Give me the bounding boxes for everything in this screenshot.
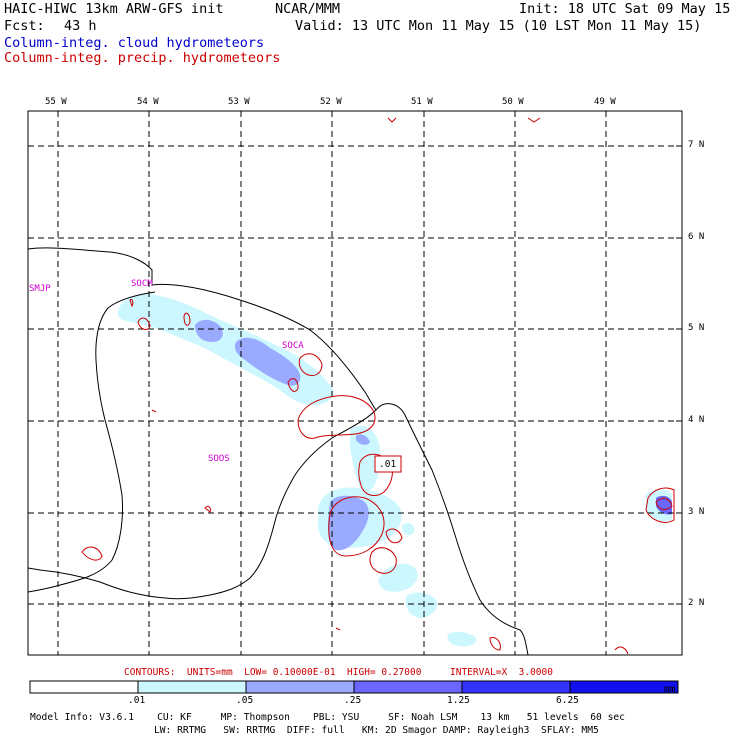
model-info-line1: Model Info: V3.6.1 CU: KF MP: Thompson P…	[30, 712, 625, 723]
station-label: SOCM	[131, 279, 153, 289]
lat-label: 5 N	[688, 323, 705, 333]
lon-label: 54 W	[137, 97, 159, 107]
title-left: HAIC-HIWC 13km ARW-GFS init	[4, 1, 224, 17]
lon-label: 52 W	[320, 97, 342, 107]
init-time: Init: 18 UTC Sat 09 May 15	[519, 1, 731, 17]
cloud-shading	[117, 293, 672, 647]
fcst-value: 43 h	[64, 18, 97, 34]
lat-lon-grid	[28, 111, 682, 655]
lon-label: 55 W	[45, 97, 67, 107]
lon-label: 51 W	[411, 97, 433, 107]
lon-label: 49 W	[594, 97, 616, 107]
org-label: NCAR/MMM	[275, 1, 341, 17]
colorbar-tick: .25	[344, 695, 362, 706]
colorbar-tick: .05	[236, 695, 254, 706]
station-label: SOCA	[282, 341, 304, 351]
station-label: SMJP	[29, 284, 51, 294]
fcst-label: Fcst:	[4, 18, 45, 34]
lon-label: 53 W	[228, 97, 250, 107]
station-label: SOOS	[208, 454, 230, 464]
coastlines	[27, 247, 529, 656]
model-info-line2: LW: RRTMG SW: RRTMG DIFF: full KM: 2D Sm…	[154, 725, 599, 736]
lat-label: 4 N	[688, 415, 705, 425]
precip-contours	[81, 117, 675, 655]
contour-label-box	[374, 455, 402, 473]
colorbar-units: mm	[664, 684, 676, 695]
colorbar-tick: 6.25	[556, 695, 579, 706]
axis-ticks	[57, 111, 682, 605]
lat-label: 3 N	[688, 507, 705, 517]
contours-info: CONTOURS: UNITS=mm LOW= 0.10000E-01 HIGH…	[124, 667, 553, 678]
colorbar-tick: 1.25	[447, 695, 470, 706]
colorbar-tick: .01	[128, 695, 146, 706]
legend-precip: Column-integ. precip. hydrometeors	[4, 50, 281, 66]
valid-time: Valid: 13 UTC Mon 11 May 15 (10 LST Mon …	[295, 18, 702, 34]
legend-cloud: Column-integ. cloud hydrometeors	[4, 35, 265, 51]
lat-label: 6 N	[688, 232, 705, 242]
lat-label: 2 N	[688, 598, 705, 608]
map-frame	[27, 110, 683, 656]
lon-label: 50 W	[502, 97, 524, 107]
contour-label: .01	[379, 459, 397, 470]
lat-label: 7 N	[688, 140, 705, 150]
